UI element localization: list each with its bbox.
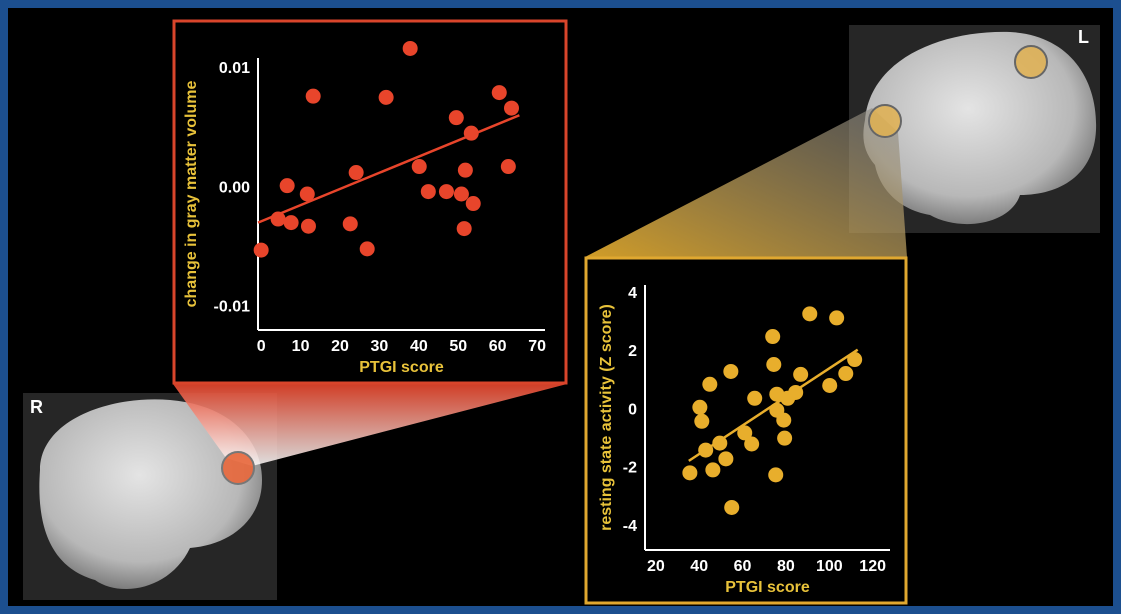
data-point	[682, 465, 698, 481]
data-point	[411, 159, 427, 175]
data-point	[453, 186, 469, 202]
region-highlight	[868, 104, 902, 138]
chart-panel	[172, 19, 568, 385]
y-axis-label: change in gray matter volume	[183, 81, 200, 308]
y-tick-label: 0.01	[219, 60, 250, 77]
hemisphere-label: R	[30, 397, 43, 417]
data-point	[747, 390, 763, 406]
x-tick-label: 10	[292, 338, 310, 355]
data-point	[402, 40, 418, 56]
brain-shape	[39, 399, 262, 590]
region-highlight	[221, 451, 255, 485]
data-point	[829, 310, 845, 326]
data-point	[838, 366, 854, 382]
data-point	[438, 184, 454, 200]
data-point	[465, 196, 481, 212]
data-point	[348, 165, 364, 181]
data-point	[718, 451, 734, 467]
x-tick-label: 40	[410, 338, 428, 355]
data-point	[491, 85, 507, 101]
data-point	[420, 184, 436, 200]
x-tick-label: 70	[528, 338, 546, 355]
data-point	[253, 242, 269, 258]
x-tick-label: 50	[449, 338, 467, 355]
data-point	[765, 329, 781, 345]
data-point	[802, 306, 818, 322]
data-point	[457, 162, 473, 178]
data-point	[378, 89, 394, 105]
data-point	[737, 425, 753, 441]
data-point	[448, 110, 464, 126]
data-point	[456, 221, 472, 237]
y-tick-label: -4	[623, 518, 637, 535]
x-axis-label: PTGI score	[359, 359, 444, 376]
data-point	[822, 377, 838, 393]
projection-cone	[585, 108, 907, 257]
data-point	[698, 442, 714, 458]
data-point	[359, 241, 375, 257]
y-axis-label: resting state activity (Z score)	[598, 304, 615, 531]
data-point	[723, 363, 739, 379]
data-point	[300, 218, 316, 234]
y-tick-label: 2	[628, 343, 637, 360]
data-point	[847, 352, 863, 368]
data-point	[744, 436, 760, 452]
data-point	[777, 430, 793, 446]
data-point	[768, 467, 784, 483]
data-point	[788, 384, 804, 400]
data-point	[279, 178, 295, 194]
y-tick-label: 0.00	[219, 179, 250, 196]
data-point	[342, 216, 358, 232]
x-tick-label: 60	[489, 338, 507, 355]
data-point	[500, 159, 516, 175]
data-point	[503, 100, 519, 116]
data-point	[793, 366, 809, 382]
x-tick-label: 60	[734, 558, 752, 575]
data-point	[712, 435, 728, 451]
x-tick-label: 20	[647, 558, 665, 575]
x-tick-label: 30	[371, 338, 389, 355]
x-tick-label: 40	[690, 558, 708, 575]
y-tick-label: -0.01	[214, 299, 251, 316]
region-highlight	[1014, 45, 1048, 79]
data-point	[776, 412, 792, 428]
data-point	[694, 413, 710, 429]
data-point	[270, 211, 286, 227]
data-point	[702, 376, 718, 392]
data-point	[305, 88, 321, 104]
data-point	[299, 186, 315, 202]
x-tick-label: 100	[816, 558, 843, 575]
x-tick-label: 120	[859, 558, 886, 575]
x-axis-label: PTGI score	[725, 579, 810, 596]
brain-shape	[863, 31, 1097, 225]
x-tick-label: 0	[257, 338, 266, 355]
data-point	[705, 462, 721, 478]
y-tick-label: 4	[628, 285, 637, 302]
y-tick-label: 0	[628, 401, 637, 418]
data-point	[692, 399, 708, 415]
data-point	[283, 215, 299, 231]
hemisphere-label: L	[1078, 27, 1089, 47]
x-tick-label: 80	[777, 558, 795, 575]
data-point	[766, 357, 782, 372]
x-tick-label: 20	[331, 338, 349, 355]
projection-cone	[173, 384, 567, 466]
y-tick-label: -2	[623, 460, 637, 477]
data-point	[724, 499, 740, 515]
data-point	[463, 125, 479, 141]
